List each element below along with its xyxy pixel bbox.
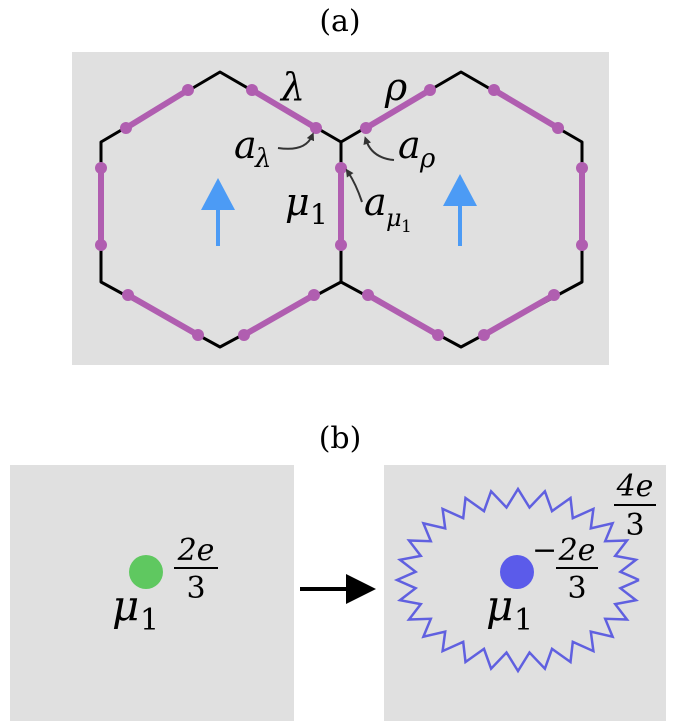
right-particle-label: μ 1 bbox=[486, 581, 533, 638]
right-charge-denominator: 3 bbox=[567, 571, 586, 606]
lattice bbox=[99, 70, 584, 349]
a-mu-subscript: μ bbox=[386, 204, 402, 232]
a-mu-subsubscript: 1 bbox=[401, 217, 412, 237]
pointer-a-rho bbox=[363, 136, 395, 161]
right-charge-numerator: 2e bbox=[558, 533, 596, 568]
right-mu-subscript: 1 bbox=[514, 603, 533, 638]
left-charge-numerator: 2e bbox=[177, 533, 215, 568]
right-charge-fraction: 2e 3 bbox=[556, 533, 598, 606]
left-mu-subscript: 1 bbox=[140, 603, 159, 638]
label-rho: ρ bbox=[384, 65, 408, 109]
left-particle-label: μ 1 bbox=[112, 581, 159, 638]
a-rho-subscript: ρ bbox=[419, 144, 436, 174]
a-lambda-base: a bbox=[234, 123, 257, 167]
string-segments bbox=[98, 87, 585, 338]
left-charge-denominator: 3 bbox=[186, 571, 205, 606]
label-a-lambda: a λ bbox=[234, 123, 271, 174]
left-charge-fraction: 2e 3 bbox=[174, 533, 218, 606]
mu-1-subscript: 1 bbox=[310, 198, 328, 231]
a-mu-base: a bbox=[364, 180, 387, 224]
left-up-arrow-icon bbox=[201, 178, 235, 246]
a-rho-base: a bbox=[398, 123, 421, 167]
left-mu-base: μ bbox=[112, 581, 139, 630]
a-lambda-subscript: λ bbox=[254, 144, 271, 174]
pointer-a-mu bbox=[345, 168, 363, 203]
panel-b-right-background bbox=[384, 465, 666, 721]
ring-charge-numerator: 4e bbox=[616, 469, 654, 504]
right-mu-base: μ bbox=[486, 581, 513, 630]
right-up-arrow-icon bbox=[443, 174, 477, 246]
panel-b-left-background bbox=[10, 465, 294, 721]
label-mu-1: μ 1 bbox=[285, 180, 328, 231]
panel-b-caption: (b) bbox=[319, 421, 362, 456]
left-particle bbox=[129, 555, 163, 589]
transition-arrow-icon bbox=[300, 574, 376, 604]
charge-ring bbox=[393, 486, 640, 674]
right-charge-minus: − bbox=[532, 533, 557, 568]
string-endpoints bbox=[95, 84, 588, 341]
label-a-mu-1: a μ 1 bbox=[364, 180, 412, 237]
ring-charge-fraction: 4e 3 bbox=[614, 469, 656, 543]
ring-charge-denominator: 3 bbox=[625, 508, 644, 543]
label-a-rho: a ρ bbox=[398, 123, 436, 174]
mu-1-base: μ bbox=[285, 180, 310, 224]
label-lambda: λ bbox=[279, 65, 305, 109]
panel-a-caption: (a) bbox=[319, 4, 360, 39]
right-particle bbox=[500, 555, 534, 589]
pointer-a-lambda bbox=[277, 132, 315, 150]
